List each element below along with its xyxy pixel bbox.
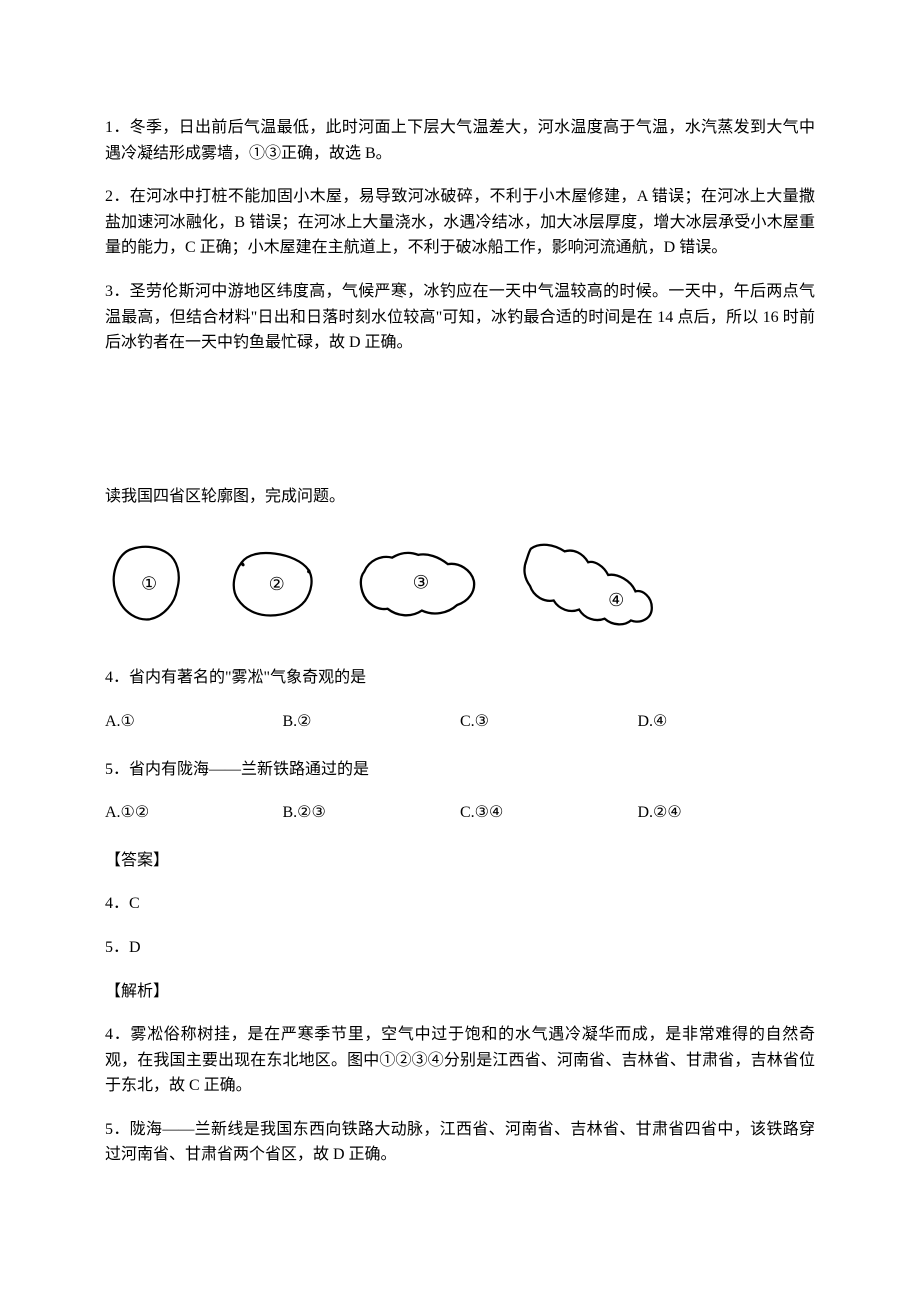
- document-page: 1．冬季，日出前后气温最低，此时河面上下层大气温差大，河水温度高于气温，水汽蒸发…: [0, 0, 920, 1302]
- province-shape-3: ③: [355, 543, 485, 628]
- q5-option-a: A.①②: [105, 800, 283, 826]
- province-shape-4: ④: [515, 535, 665, 635]
- analysis-heading: 【解析】: [105, 979, 815, 1005]
- answer-4: 4．C: [105, 891, 815, 917]
- q5-option-b: B.②③: [283, 800, 461, 826]
- province-outline-figure: ① ② ③ ④: [105, 535, 815, 635]
- province-shape-1: ①: [105, 540, 195, 630]
- shape-label-3: ③: [413, 572, 430, 593]
- q4-option-d: D.④: [638, 709, 816, 735]
- answer-5: 5．D: [105, 935, 815, 961]
- explanation-1: 1．冬季，日出前后气温最低，此时河面上下层大气温差大，河水温度高于气温，水汽蒸发…: [105, 115, 815, 166]
- q5-option-d: D.②④: [638, 800, 816, 826]
- shape-label-4: ④: [608, 590, 624, 610]
- explanation-2: 2．在河冰中打桩不能加固小木屋，易导致河冰破碎，不利于小木屋修建，A 错误；在河…: [105, 184, 815, 261]
- shape-label-1: ①: [141, 574, 157, 594]
- q4-option-c: C.③: [460, 709, 638, 735]
- province-shape-2: ②: [225, 543, 325, 628]
- shape-label-2: ②: [269, 574, 285, 594]
- question-5-options: A.①② B.②③ C.③④ D.②④: [105, 800, 815, 826]
- answer-block: 【答案】 4．C 5．D 【解析】: [105, 848, 815, 1004]
- question-5-stem: 5．省内有陇海——兰新铁路通过的是: [105, 757, 815, 783]
- q4-option-b: B.②: [283, 709, 461, 735]
- analysis-5: 5．陇海——兰新线是我国东西向铁路大动脉，江西省、河南省、吉林省、甘肃省四省中，…: [105, 1117, 815, 1168]
- answer-heading: 【答案】: [105, 848, 815, 874]
- question-4-options: A.① B.② C.③ D.④: [105, 709, 815, 735]
- analysis-4: 4．雾凇俗称树挂，是在严寒季节里，空气中过于饱和的水气遇冷凝华而成，是非常难得的…: [105, 1022, 815, 1099]
- question-4-stem: 4．省内有著名的"雾凇"气象奇观的是: [105, 665, 815, 691]
- q5-option-c: C.③④: [460, 800, 638, 826]
- spacer: [105, 374, 815, 484]
- q4-option-a: A.①: [105, 709, 283, 735]
- section-intro: 读我国四省区轮廓图，完成问题。: [105, 484, 815, 510]
- explanation-3: 3．圣劳伦斯河中游地区纬度高，气候严寒，冰钓应在一天中气温较高的时候。一天中，午…: [105, 279, 815, 356]
